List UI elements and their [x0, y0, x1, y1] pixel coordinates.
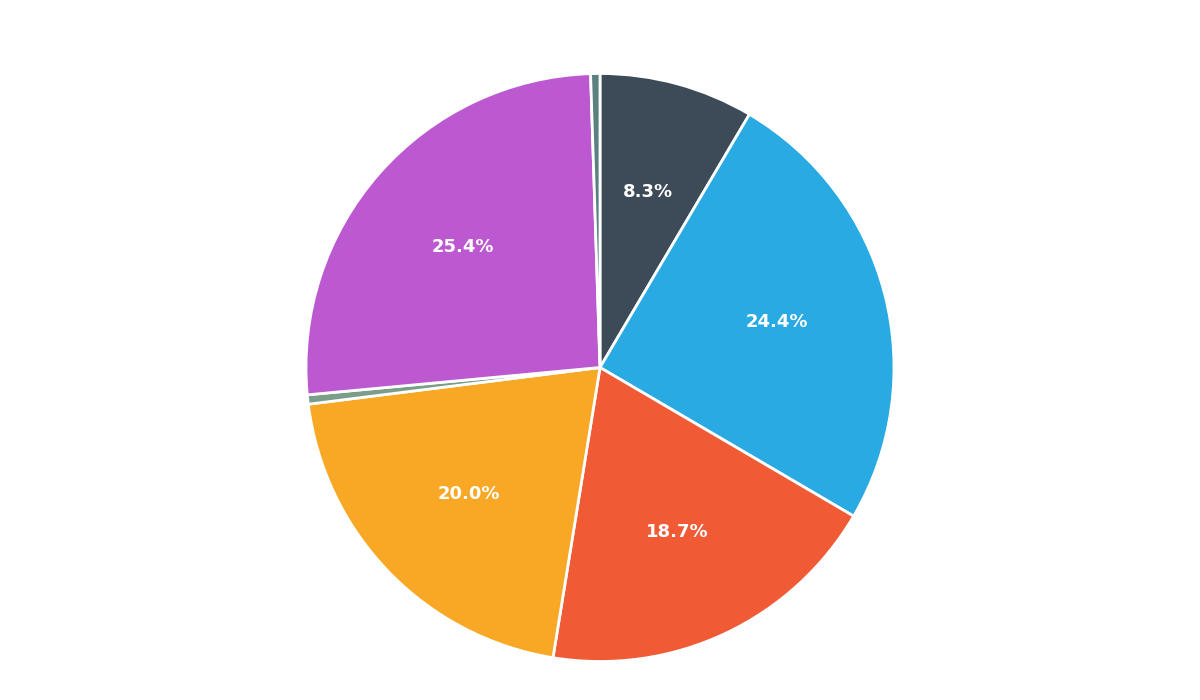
Text: 24.4%: 24.4%: [745, 313, 808, 330]
Wedge shape: [600, 74, 750, 368]
Wedge shape: [553, 368, 853, 662]
Wedge shape: [590, 74, 600, 368]
Text: 18.7%: 18.7%: [647, 524, 709, 541]
Wedge shape: [600, 114, 894, 516]
Text: 25.4%: 25.4%: [432, 238, 494, 256]
Text: 20.0%: 20.0%: [438, 485, 500, 503]
Wedge shape: [306, 74, 600, 395]
Text: 8.3%: 8.3%: [623, 183, 673, 201]
Wedge shape: [308, 368, 600, 658]
Wedge shape: [307, 368, 600, 404]
